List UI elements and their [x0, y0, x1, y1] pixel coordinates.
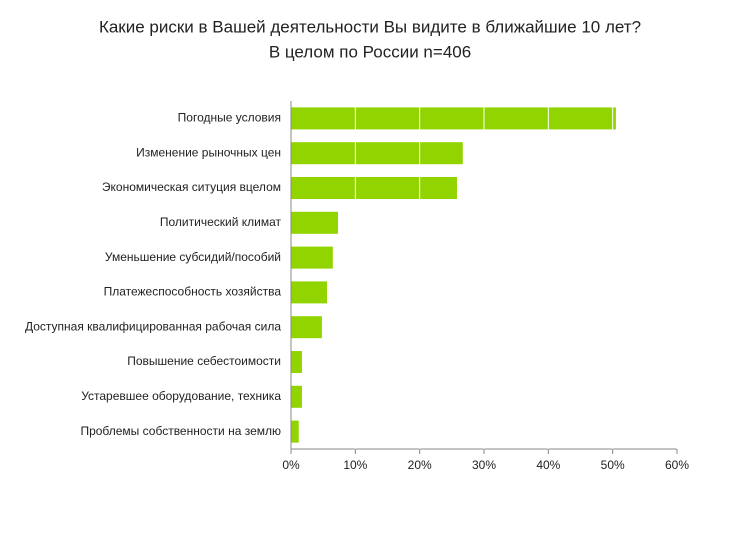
- bar: [291, 316, 322, 339]
- bar: [291, 177, 457, 199]
- chart-subtitle: В целом по России n=406: [269, 42, 471, 61]
- x-tick-label: 60%: [665, 458, 689, 472]
- x-tick-label: 40%: [536, 458, 560, 472]
- y-tick-label: Проблемы собственности на землю: [80, 424, 281, 438]
- y-tick-label: Устаревшее оборудование, техника: [81, 389, 281, 403]
- y-tick-label: Экономическая ситуция вцелом: [102, 180, 281, 194]
- x-tick-label: 0%: [282, 458, 300, 472]
- x-tick-label: 10%: [343, 458, 367, 472]
- y-tick-label: Доступная квалифицированная рабочая сила: [25, 319, 281, 333]
- y-tick-label: Изменение рыночных цен: [136, 145, 281, 159]
- y-tick-label: Погодные условия: [178, 111, 281, 125]
- y-tick-label: Повышение себестоимости: [127, 354, 281, 368]
- bar: [291, 107, 616, 130]
- y-tick-label: Уменьшение субсидий/пособий: [105, 250, 281, 264]
- y-tick-label: Политический климат: [160, 215, 282, 229]
- x-tick-label: 50%: [601, 458, 625, 472]
- bar: [291, 385, 302, 408]
- bar: [291, 281, 328, 304]
- bar: [291, 351, 302, 373]
- bar: [291, 211, 338, 234]
- chart-title: Какие риски в Вашей деятельности Вы види…: [99, 17, 641, 36]
- x-tick-label: 30%: [472, 458, 496, 472]
- x-tick-label: 20%: [408, 458, 432, 472]
- y-tick-label: Платежеспособность хозяйства: [104, 285, 282, 299]
- bar: [291, 246, 333, 269]
- bar: [291, 420, 299, 443]
- bar: [291, 142, 463, 165]
